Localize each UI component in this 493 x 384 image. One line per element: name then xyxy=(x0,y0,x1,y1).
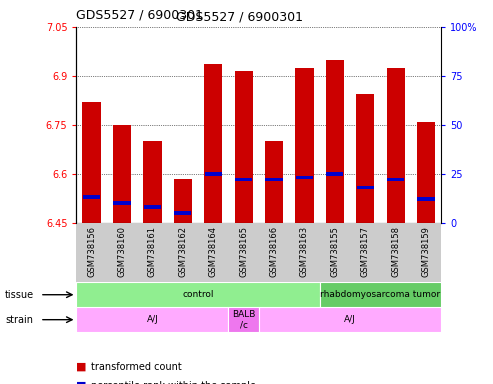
Bar xyxy=(113,201,131,205)
Bar xyxy=(326,60,344,223)
Bar xyxy=(326,172,344,175)
Text: GSM738166: GSM738166 xyxy=(270,226,279,277)
Bar xyxy=(259,307,441,332)
Text: rhabdomyosarcoma tumor: rhabdomyosarcoma tumor xyxy=(320,290,440,299)
Text: GSM738163: GSM738163 xyxy=(300,226,309,277)
Text: GSM738161: GSM738161 xyxy=(148,226,157,277)
Text: GSM738157: GSM738157 xyxy=(361,226,370,277)
Bar xyxy=(235,71,253,223)
Bar xyxy=(356,94,374,223)
Bar xyxy=(205,172,222,175)
Bar xyxy=(418,197,435,201)
Bar xyxy=(265,141,283,223)
Bar xyxy=(76,282,319,307)
Text: control: control xyxy=(182,290,214,299)
Text: A/J: A/J xyxy=(344,315,356,324)
Text: GDS5527 / 6900301: GDS5527 / 6900301 xyxy=(176,10,303,23)
Bar xyxy=(174,179,192,223)
Bar xyxy=(295,68,314,223)
Bar xyxy=(144,205,161,209)
Bar xyxy=(143,141,162,223)
Text: strain: strain xyxy=(5,314,33,325)
Text: GSM738158: GSM738158 xyxy=(391,226,400,277)
Text: GSM738162: GSM738162 xyxy=(178,226,187,277)
Bar xyxy=(417,122,435,223)
Bar xyxy=(235,178,252,181)
Bar xyxy=(319,282,441,307)
Text: GSM738165: GSM738165 xyxy=(239,226,248,277)
Bar xyxy=(76,307,228,332)
Bar xyxy=(296,176,313,179)
Text: tissue: tissue xyxy=(5,290,34,300)
Bar xyxy=(83,195,100,199)
Text: transformed count: transformed count xyxy=(91,362,182,372)
Bar xyxy=(113,125,131,223)
Text: ■: ■ xyxy=(76,381,87,384)
Bar xyxy=(228,307,259,332)
Text: GDS5527 / 6900301: GDS5527 / 6900301 xyxy=(76,8,204,22)
Text: ■: ■ xyxy=(76,362,87,372)
Text: GSM738160: GSM738160 xyxy=(117,226,127,277)
Text: A/J: A/J xyxy=(146,315,158,324)
Bar xyxy=(387,68,405,223)
Text: GSM738159: GSM738159 xyxy=(422,226,430,276)
Text: percentile rank within the sample: percentile rank within the sample xyxy=(91,381,256,384)
Bar xyxy=(387,178,404,181)
Bar xyxy=(174,211,191,215)
Text: GSM738164: GSM738164 xyxy=(209,226,218,277)
Bar xyxy=(265,178,282,181)
Bar xyxy=(82,102,101,223)
Text: BALB
/c: BALB /c xyxy=(232,310,255,329)
Text: GSM738155: GSM738155 xyxy=(330,226,339,276)
Text: GSM738156: GSM738156 xyxy=(87,226,96,277)
Bar xyxy=(204,65,222,223)
Bar xyxy=(356,186,374,189)
